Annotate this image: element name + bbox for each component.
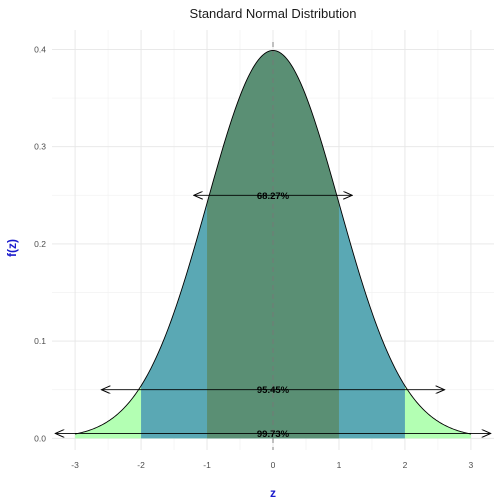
chart-title: Standard Normal Distribution (190, 6, 357, 21)
x-axis-title: z (270, 486, 276, 500)
x-tick-label: 3 (469, 460, 474, 470)
y-tick-label: 0.4 (34, 44, 46, 54)
x-tick-label: -2 (137, 460, 145, 470)
x-tick-label: -1 (203, 460, 211, 470)
x-tick-label: 1 (337, 460, 342, 470)
y-tick-label: 0.2 (34, 239, 46, 249)
y-tick-label: 0.1 (34, 336, 46, 346)
x-tick-label: 0 (271, 460, 276, 470)
y-tick-label: 0.3 (34, 142, 46, 152)
annotation-label: 99.73% (257, 429, 290, 440)
annotation-label: 68.27% (257, 191, 290, 202)
x-tick-label: -3 (71, 460, 79, 470)
annotation-label: 95.45% (257, 385, 290, 396)
x-tick-label: 2 (403, 460, 408, 470)
y-tick-label: 0.0 (34, 433, 46, 443)
y-axis-title: f(z) (5, 239, 19, 257)
